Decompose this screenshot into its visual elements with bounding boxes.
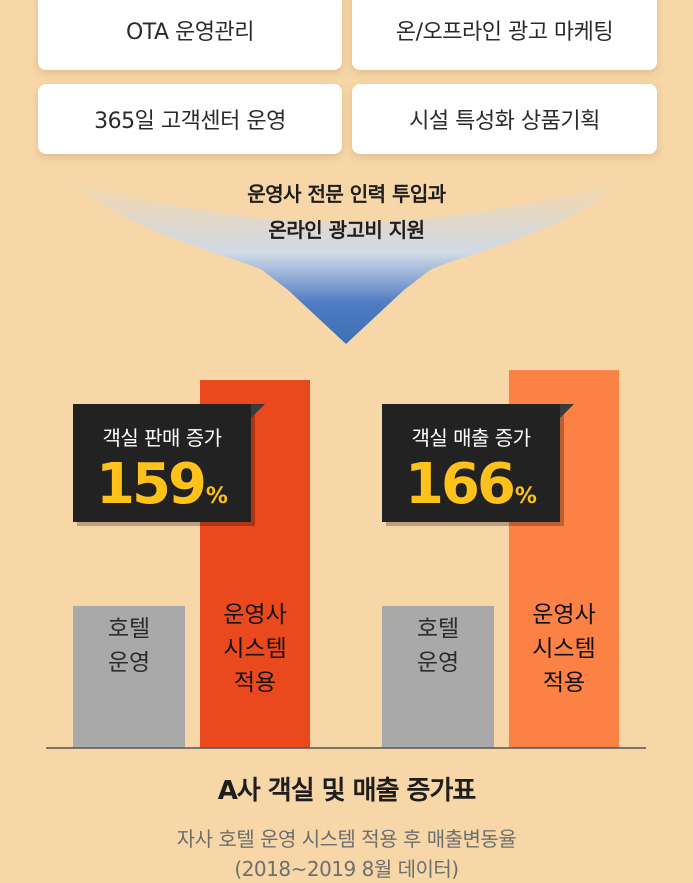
- funnel-arrow-graphic: [70, 180, 623, 344]
- bar-label-line: 시스템: [532, 636, 595, 662]
- service-card-product-planning: 시설 특성화 상품기획: [352, 84, 657, 154]
- bar-label-line: 운영사: [223, 602, 286, 628]
- callout-label: 객실 판매 증가: [102, 426, 222, 450]
- bar-label-line: 호텔: [108, 616, 150, 642]
- chart-period-note: (2018~2019 8월 데이터): [234, 857, 459, 881]
- bar-hotel-operation: [382, 605, 494, 748]
- headline-line-2: 온라인 광고비 지원: [268, 218, 425, 242]
- callout-fold-corner: [560, 404, 574, 418]
- callout-fold-corner: [251, 404, 265, 418]
- callout-number: 166: [405, 452, 516, 517]
- callout-value: 166%: [382, 452, 560, 517]
- headline-line-1: 운영사 전문 인력 투입과: [247, 182, 446, 206]
- bar-label-line: 운영: [417, 650, 459, 676]
- service-card-ota: OTA 운영관리: [38, 0, 342, 70]
- callout-unit: %: [205, 484, 228, 509]
- bar-label-line: 운영: [108, 650, 150, 676]
- bar-label-line: 운영사: [532, 602, 595, 628]
- callout-room-sales: 객실 판매 증가 159%: [73, 404, 265, 522]
- callout-label: 객실 매출 증가: [411, 426, 531, 450]
- chart-title: A사 객실 및 매출 증가표: [217, 776, 477, 806]
- callout-number: 159: [96, 452, 207, 517]
- bar-label-line: 호텔: [417, 616, 459, 642]
- bar-label-line: 적용: [234, 670, 276, 696]
- bar-label-line: 적용: [543, 670, 585, 696]
- funnel-arrow: [70, 180, 623, 344]
- bar-label-line: 시스템: [223, 636, 286, 662]
- callout-value: 159%: [73, 452, 251, 517]
- callout-room-revenue: 객실 매출 증가 166%: [382, 404, 574, 522]
- chart-subtitle: 자사 호텔 운영 시스템 적용 후 매출변동율: [176, 827, 517, 851]
- bar-hotel-operation: [73, 605, 185, 748]
- service-card-customer-center: 365일 고객센터 운영: [38, 84, 342, 154]
- callout-unit: %: [514, 484, 537, 509]
- service-card-marketing: 온/오프라인 광고 마케팅: [352, 0, 657, 70]
